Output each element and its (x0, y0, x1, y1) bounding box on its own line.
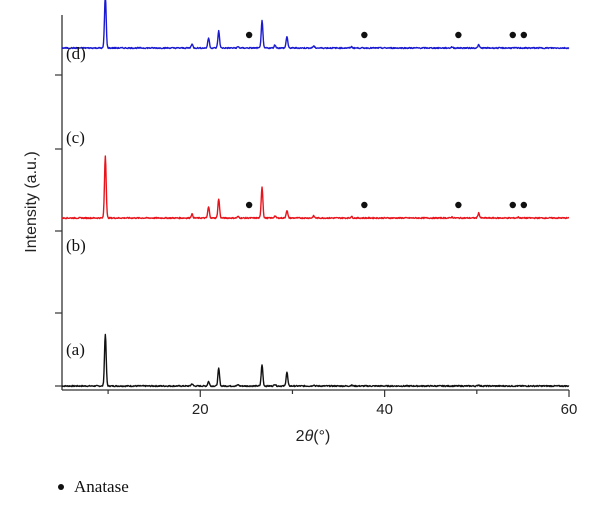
x-axis-ticks (107, 390, 570, 397)
axes: 20 40 60 (55, 15, 577, 418)
series-layer (61, 0, 570, 388)
x-tick-labels: 20 40 60 (192, 401, 577, 418)
legend-label: Anatase (74, 477, 129, 496)
anatase-markers (245, 31, 528, 209)
x-tick-label: 40 (376, 401, 393, 418)
x-tick-label: 60 (561, 401, 578, 418)
anatase-dot-icon (58, 484, 64, 490)
anatase-marker (509, 31, 516, 39)
anatase-marker (520, 201, 528, 209)
x-axis-label-suffix: (°) (313, 428, 330, 445)
series-label-b: (b) (66, 236, 86, 255)
series-label-c: (c) (66, 128, 85, 147)
x-tick-label: 20 (192, 401, 209, 418)
anatase-marker (520, 31, 528, 39)
anatase-marker (361, 31, 368, 39)
anatase-marker (245, 31, 253, 39)
anatase-marker (361, 201, 368, 209)
series-line-c (61, 0, 570, 50)
y-axis-ticks (55, 74, 62, 387)
series-line-b (61, 155, 570, 220)
series-line-a (61, 333, 570, 388)
series-labels: (a) (b) (c) (d) (66, 44, 86, 359)
y-axis-label: Intensity (a.u.) (23, 151, 40, 252)
x-axis-label-prefix: 2 (296, 428, 305, 445)
x-axis-label-theta: θ (305, 428, 314, 445)
legend: Anatase (58, 477, 129, 497)
anatase-marker (455, 201, 462, 209)
series-label-a: (a) (66, 340, 85, 359)
x-axis-label: 2θ(°) (296, 428, 331, 445)
anatase-marker (245, 201, 253, 209)
anatase-marker (509, 201, 516, 209)
series-label-d: (d) (66, 44, 86, 63)
anatase-marker (455, 31, 462, 39)
